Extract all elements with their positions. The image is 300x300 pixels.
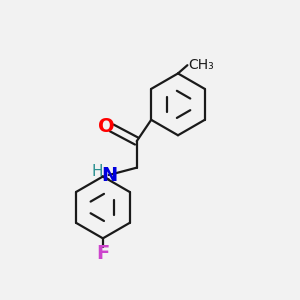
Text: O: O [98, 117, 115, 136]
Text: H: H [92, 164, 103, 179]
Text: N: N [101, 167, 118, 185]
Text: F: F [96, 244, 110, 262]
Text: CH₃: CH₃ [189, 58, 214, 72]
